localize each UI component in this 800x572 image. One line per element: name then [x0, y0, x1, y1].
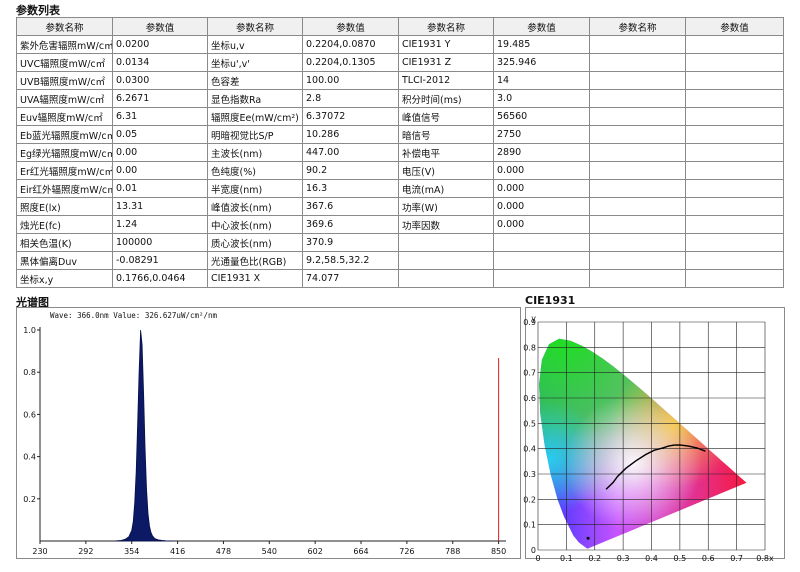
y-tick-label: 0	[531, 546, 536, 555]
table-row: Eg绿光辐照度mW/c㎡ 0.00 主波长(nm) 447.00 补偿电平 2890	[16, 143, 784, 162]
y-tick-label: 0.1	[523, 521, 536, 530]
header-value: 参数值	[685, 17, 784, 36]
x-tick-label: 664	[353, 547, 368, 556]
cie-panel	[525, 307, 785, 559]
y-tick-label: 0.2	[523, 495, 536, 504]
x-tick-label: 726	[399, 547, 414, 556]
x-tick-label: 292	[78, 547, 93, 556]
y-tick-label: 0.8	[23, 368, 36, 377]
x-tick-label: 354	[124, 547, 139, 556]
y-axis-label: y	[531, 314, 536, 323]
y-tick-label: 0.9	[523, 318, 536, 327]
y-tick-label: 0.6	[523, 394, 536, 403]
params-title: 参数列表	[16, 4, 60, 17]
x-tick-label: 0.3	[617, 554, 630, 563]
x-tick-label: 850	[491, 547, 506, 556]
x-tick-label: 0	[535, 554, 540, 563]
table-row: 烛光E(fc) 1.24 中心波长(nm) 369.6 功率因数 0.000	[16, 215, 784, 234]
spectrum-panel	[16, 307, 521, 559]
table-row: 黑体偏离Duv -0.08291 光通量色比(RGB) 9.2,58.5,32.2	[16, 251, 784, 270]
param-value-cell	[685, 269, 784, 288]
x-tick-label: 0.1	[560, 554, 573, 563]
params-table: 参数名称 参数值 参数名称 参数值 参数名称 参数值 参数名称 参数值 紫外危害…	[16, 17, 784, 288]
x-tick-label: 0.5	[674, 554, 687, 563]
header-value: 参数值	[112, 17, 208, 36]
param-value-cell: 74.077	[302, 269, 399, 288]
table-row: 相关色温(K) 100000 质心波长(nm) 370.9	[16, 233, 784, 252]
y-tick-label: 0.4	[23, 453, 36, 462]
x-tick-label: 478	[216, 547, 231, 556]
spectrum-chart: 1.0 0.8 0.6 0.4 0.2 230 292 354 416 478 540 602 664 7…	[23, 326, 506, 556]
x-tick-label: 416	[170, 547, 185, 556]
param-name-cell: 坐标x,y	[16, 269, 113, 288]
y-tick-label: 0.6	[23, 410, 36, 419]
x-tick-label: 230	[32, 547, 47, 556]
x-tick-label: 0.6	[702, 554, 715, 563]
spectrum-peak-area	[113, 329, 174, 542]
header-value: 参数值	[302, 17, 399, 36]
table-row: 坐标x,y 0.1766,0.0464 CIE1931 X 74.077	[16, 269, 784, 288]
params-header-row: 参数名称 参数值 参数名称 参数值 参数名称 参数值 参数名称 参数值	[16, 17, 784, 36]
header-name: 参数名称	[589, 17, 686, 36]
x-tick-label: 0.4	[645, 554, 658, 563]
y-tick-label: 0.2	[23, 495, 36, 504]
y-tick-label: 1.0	[23, 326, 36, 335]
y-tick-label: 0.7	[523, 369, 536, 378]
x-tick-label: 540	[262, 547, 277, 556]
x-tick-label: 788	[445, 547, 460, 556]
y-tick-label: 0.4	[523, 445, 536, 454]
x-tick-label: 0.2	[588, 554, 601, 563]
wave-readout: Wave: 366.0nm Value: 326.627uW/cm²/nm	[50, 311, 218, 320]
planckian-locus	[605, 444, 706, 490]
cie-title: CIE1931	[525, 294, 576, 307]
cie-chart: 0 0.1 0.2 0.3 0.4 0.5 0.6 0.7 0.8x 0.9 0.8 0.7 0.6 0.…	[523, 314, 774, 563]
table-row: UVB辐照度mW/c㎡ 0.0300 色容差 100.00 TLCI-2012 14	[16, 71, 784, 90]
header-name: 参数名称	[398, 17, 494, 36]
spectrum-title: 光谱图	[16, 296, 49, 309]
y-tick-label: 0.3	[523, 470, 536, 479]
table-row: Euv辐照度mW/c㎡ 6.31 辐照度Ee(mW/cm²) 6.37072 峰值信号 5…	[16, 107, 784, 126]
table-row: 紫外危害辐照mW/c㎡ 0.0200 坐标u,v 0.2204,0.0870 CIE19…	[16, 35, 784, 54]
x-tick-label: 0.8x	[756, 554, 774, 563]
table-row: Eb蓝光辐照度mW/c㎡ 0.05 明暗视觉比S/P 10.286 暗信号 2750	[16, 125, 784, 144]
header-name: 参数名称	[16, 17, 113, 36]
y-tick-label: 0.5	[523, 419, 536, 428]
x-tick-label: 602	[308, 547, 323, 556]
y-tick-label: 0.8	[523, 343, 536, 352]
chromaticity-point	[586, 536, 590, 540]
x-tick-label: 0.7	[730, 554, 743, 563]
table-row: UVC辐照度mW/c㎡ 0.0134 坐标u',v' 0.2204,0.1305 CIE…	[16, 53, 784, 72]
